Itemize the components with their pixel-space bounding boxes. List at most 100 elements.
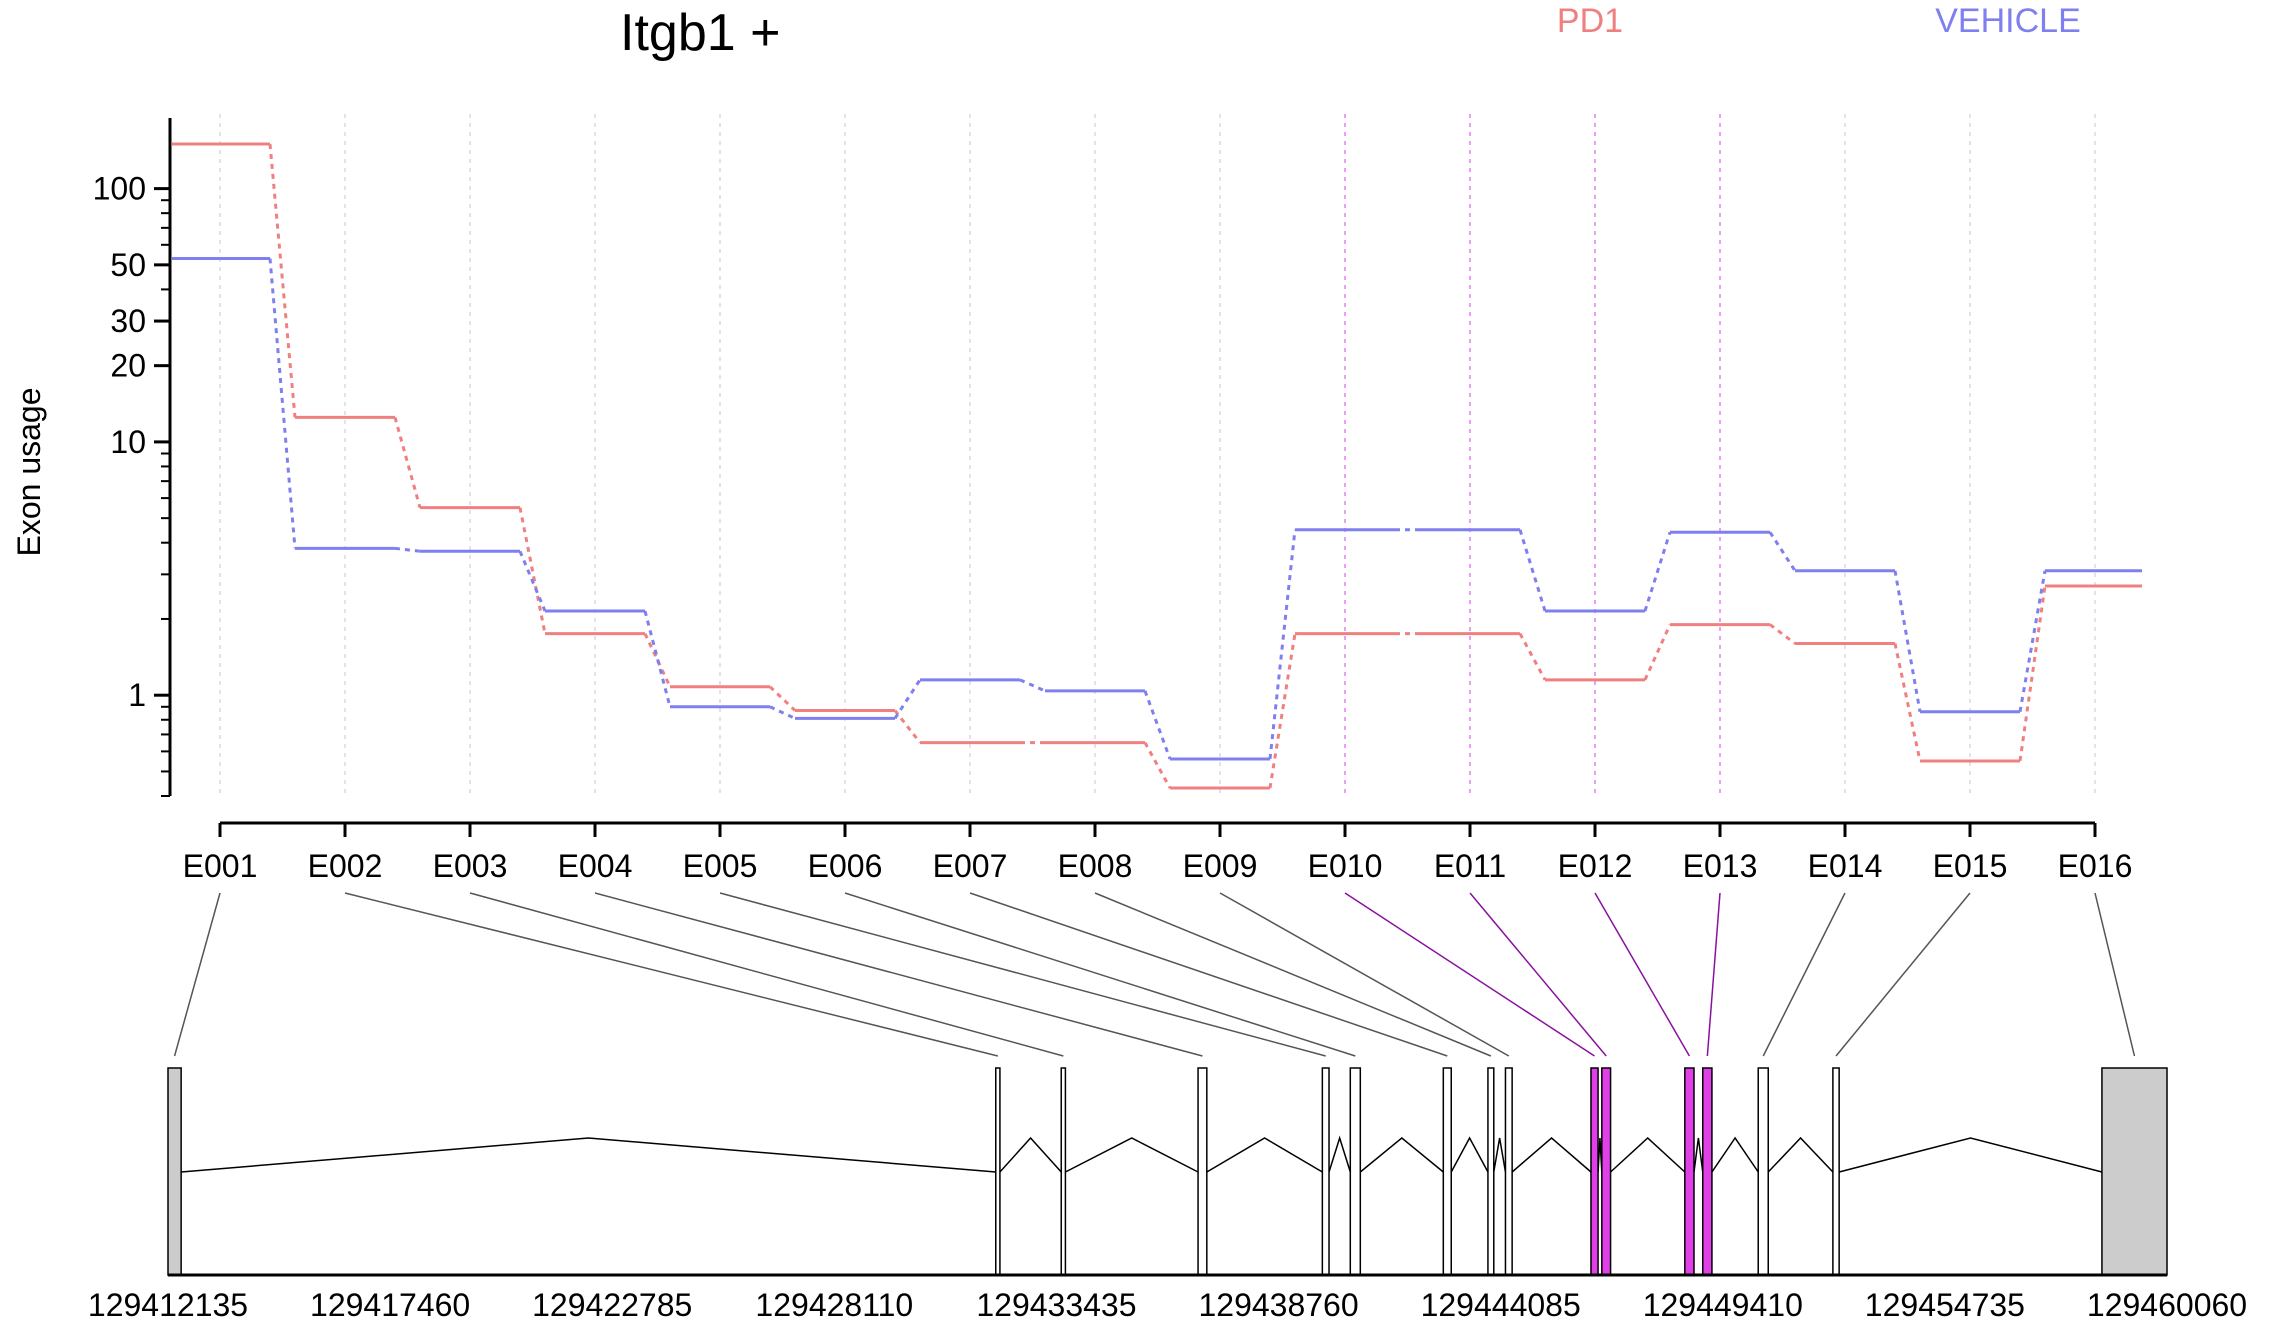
x-tick-label-e008: E008 xyxy=(1058,848,1133,884)
connector-vehicle xyxy=(1143,690,1172,760)
x-tick-label-e015: E015 xyxy=(1933,848,2008,884)
gene-model: 129412135 129417460 129422785 129428110 1294… xyxy=(88,892,2247,1323)
genomic-tick-label: 129460060 xyxy=(2087,1287,2247,1323)
connector-vehicle xyxy=(268,258,297,549)
exon-box-e006 xyxy=(1349,1067,1362,1276)
exon-box-e007 xyxy=(1442,1067,1452,1276)
exon-link-e013 xyxy=(1706,892,1721,1057)
x-tick-label-e006: E006 xyxy=(808,848,883,884)
connector-vehicle xyxy=(2018,570,2047,713)
exon-link-e008 xyxy=(1094,892,1492,1057)
intron-line xyxy=(1206,1137,1323,1173)
exon-box-e011 xyxy=(1601,1067,1612,1276)
exon-box-e004 xyxy=(1197,1067,1208,1276)
series-lines xyxy=(172,142,2142,790)
exon-box-e008 xyxy=(1487,1067,1495,1276)
connector-pd1 xyxy=(1268,633,1297,789)
connector-pd1 xyxy=(1893,643,1922,762)
exon-box-e014 xyxy=(1757,1067,1769,1276)
exon-link-e011 xyxy=(1469,892,1607,1057)
y-tick-label: 20 xyxy=(110,348,146,384)
connector-pd1 xyxy=(393,416,422,509)
genomic-tick-label: 129417460 xyxy=(310,1287,470,1323)
exon-box-e003 xyxy=(1060,1067,1067,1276)
connector-vehicle xyxy=(1893,570,1922,713)
connector-vehicle xyxy=(518,550,547,612)
connector-vehicle xyxy=(643,610,672,708)
y-tick-label: 30 xyxy=(110,303,146,339)
connector-pd1 xyxy=(1518,632,1547,681)
x-tick-label-e010: E010 xyxy=(1308,848,1383,884)
connector-pd1 xyxy=(518,507,547,634)
y-axis-label: Exon usage xyxy=(11,387,47,556)
x-tick-label-e009: E009 xyxy=(1183,848,1258,884)
genomic-tick-label: 129412135 xyxy=(88,1287,248,1323)
connector-vehicle xyxy=(1643,531,1672,612)
connector-vehicle xyxy=(1518,529,1547,612)
intron-line xyxy=(1511,1137,1592,1173)
connector-vehicle xyxy=(769,705,796,720)
x-tick-label-e007: E007 xyxy=(933,848,1008,884)
x-tick-label-e011: E011 xyxy=(1434,848,1506,884)
chart-title: Itgb1 + xyxy=(620,4,780,62)
y-tick-label: 1 xyxy=(128,677,146,713)
series-pd1 xyxy=(172,142,2142,790)
x-tick-label-e012: E012 xyxy=(1558,848,1633,884)
intron-line xyxy=(1359,1137,1444,1173)
x-tick-label-e002: E002 xyxy=(308,848,383,884)
genomic-tick-label: 129422785 xyxy=(532,1287,692,1323)
intron-line xyxy=(1693,1137,1704,1173)
exon-link-e003 xyxy=(469,892,1064,1057)
x-tick-label-e004: E004 xyxy=(558,848,633,884)
connector-pd1 xyxy=(268,143,297,418)
connector-pd1 xyxy=(1769,623,1796,645)
connector-vehicle xyxy=(1768,531,1797,572)
intron-line xyxy=(1767,1136,1834,1173)
exon-link-e009 xyxy=(1219,892,1510,1057)
connector-pd1 xyxy=(1643,623,1672,681)
genomic-tick-label: 129438760 xyxy=(1198,1287,1358,1323)
y-tick-label: 50 xyxy=(110,247,146,283)
intron-line xyxy=(1065,1137,1199,1173)
intron-line xyxy=(1711,1136,1759,1173)
intron-line xyxy=(181,1137,996,1173)
intron-line xyxy=(1838,1137,2103,1173)
exon-box-e016 xyxy=(2101,1067,2168,1276)
exon-link-e014 xyxy=(1762,892,1846,1057)
legend-pd1: PD1 xyxy=(1557,2,1623,40)
intron-line xyxy=(1493,1137,1507,1173)
y-tick-label: 10 xyxy=(110,424,146,460)
exon-box-e009 xyxy=(1504,1067,1513,1276)
exon-box-e002 xyxy=(995,1067,1001,1276)
series-vehicle xyxy=(172,256,2142,761)
exon-box-e013 xyxy=(1702,1067,1713,1276)
exon-link-e004 xyxy=(594,892,1203,1057)
exon-link-e016 xyxy=(2094,892,2136,1057)
exon-link-e002 xyxy=(344,892,999,1057)
exon-link-e010 xyxy=(1344,892,1595,1057)
exon-gridlines xyxy=(219,114,2096,796)
intron-line xyxy=(1610,1136,1686,1173)
intron-line xyxy=(1450,1136,1489,1173)
exon-box-e012 xyxy=(1684,1067,1695,1276)
connector-vehicle xyxy=(1019,678,1046,693)
genomic-tick-label: 129444085 xyxy=(1421,1287,1581,1323)
exon-link-e005 xyxy=(719,892,1326,1057)
exon-box-e005 xyxy=(1321,1067,1330,1276)
exon-link-e006 xyxy=(844,892,1356,1057)
x-tick-label-e014: E014 xyxy=(1808,848,1883,884)
x-tick-label-e003: E003 xyxy=(433,848,508,884)
x-tick-label-e013: E013 xyxy=(1683,848,1758,884)
exon-link-e001 xyxy=(173,892,221,1057)
connector-pd1 xyxy=(1143,741,1172,789)
connector-vehicle xyxy=(893,679,922,720)
x-tick-label-e005: E005 xyxy=(683,848,758,884)
genomic-tick-label: 129433435 xyxy=(976,1287,1136,1323)
exon-box-e015 xyxy=(1832,1067,1840,1276)
connector-vehicle xyxy=(394,546,421,553)
x-tick-label-e001: E001 xyxy=(183,848,258,884)
exon-link-e012 xyxy=(1594,892,1691,1057)
exon-box-e010 xyxy=(1590,1067,1599,1276)
intron-line xyxy=(1328,1135,1352,1173)
